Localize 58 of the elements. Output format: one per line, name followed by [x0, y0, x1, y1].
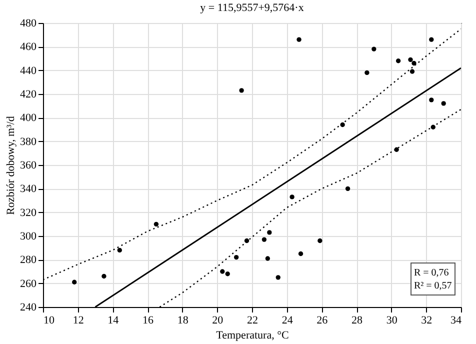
y-tick-label: 460	[20, 41, 37, 54]
point	[429, 98, 434, 102]
x-tick-label: 12	[72, 314, 84, 326]
point	[239, 88, 244, 93]
point	[102, 274, 106, 279]
y-tick-label: 320	[20, 206, 37, 219]
y-tick-label: 260	[20, 278, 37, 290]
point	[296, 37, 302, 42]
point	[72, 280, 77, 284]
y-tick-label: 480	[20, 18, 37, 30]
point	[364, 70, 370, 76]
chart-title: y = 115,9557+9,5764·x	[200, 2, 304, 14]
x-tick-label: 18	[177, 314, 189, 326]
point	[225, 272, 230, 276]
point	[262, 237, 267, 242]
x-tick-label: 16	[142, 314, 154, 326]
point	[408, 57, 413, 62]
y-tick-label: 240	[20, 302, 37, 314]
x-tick-label: 32	[421, 314, 432, 326]
point	[412, 60, 416, 66]
y-tick-label: 380	[20, 136, 37, 148]
y-tick-label: 440	[20, 64, 37, 77]
point	[117, 248, 122, 253]
point	[345, 186, 350, 192]
point	[290, 194, 294, 200]
point	[276, 275, 280, 280]
y-tick-label: 420	[20, 88, 37, 100]
x-tick-label: 22	[247, 314, 258, 326]
y-tick-label: 280	[20, 254, 37, 266]
point	[396, 58, 401, 64]
x-tick-label: 28	[352, 314, 363, 326]
point	[372, 46, 376, 52]
x-tick-label: 20	[212, 314, 224, 326]
x-tick-label: 24	[282, 314, 294, 326]
annotation: R = 0,76	[414, 268, 449, 278]
x-tick-label: 30	[386, 314, 398, 326]
point	[244, 238, 250, 244]
x-tick-label: 34	[450, 314, 462, 326]
point	[267, 230, 272, 235]
point	[154, 222, 159, 227]
point	[220, 269, 225, 274]
x-tick-label: 10	[44, 314, 55, 326]
point	[429, 37, 434, 42]
x-tick-label: 26	[316, 314, 328, 326]
y-axis-title: Rozbiór dobowy, m³/d	[5, 116, 17, 215]
point	[234, 254, 239, 260]
point	[318, 238, 322, 244]
y-tick-label: 300	[20, 230, 37, 242]
point	[298, 251, 304, 256]
point	[265, 256, 270, 261]
point	[441, 101, 446, 106]
y-tick-label: 340	[20, 183, 37, 196]
y-tick-label: 400	[20, 112, 37, 124]
annotation: R² = 0,57	[414, 280, 452, 292]
y-tick-label: 360	[20, 160, 37, 172]
point	[410, 69, 415, 74]
x-axis-title: Temperatura, °C	[216, 330, 289, 342]
x-tick-label: 14	[108, 314, 120, 326]
